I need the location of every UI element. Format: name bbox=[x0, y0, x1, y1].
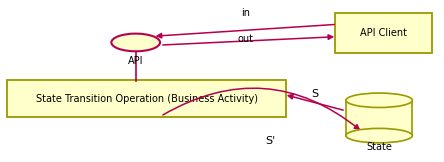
FancyBboxPatch shape bbox=[335, 13, 432, 53]
FancyBboxPatch shape bbox=[8, 80, 286, 117]
Ellipse shape bbox=[346, 93, 412, 108]
Circle shape bbox=[111, 34, 160, 51]
Text: S: S bbox=[311, 89, 318, 99]
Text: API: API bbox=[128, 56, 143, 66]
Text: in: in bbox=[241, 8, 250, 18]
Ellipse shape bbox=[346, 128, 412, 143]
Text: out: out bbox=[237, 34, 253, 44]
Text: S': S' bbox=[265, 136, 275, 146]
Text: API Client: API Client bbox=[360, 28, 407, 38]
Text: State: State bbox=[366, 142, 392, 152]
Bar bbox=[346, 100, 412, 136]
Text: State Transition Operation (Business Activity): State Transition Operation (Business Act… bbox=[36, 94, 258, 104]
